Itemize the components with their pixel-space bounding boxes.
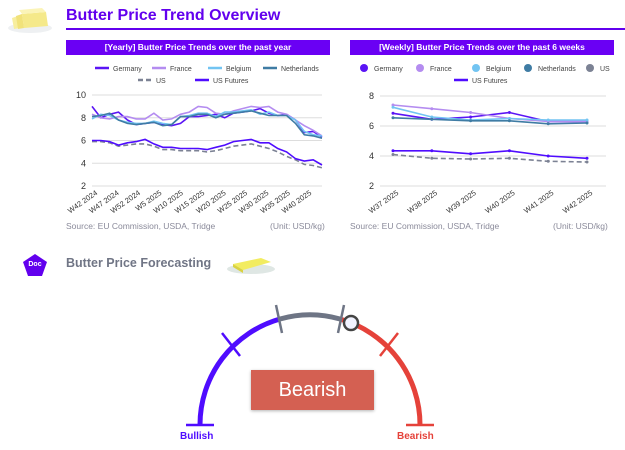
yearly-chart-title: [Yearly] Butter Price Trends over the pa…: [66, 40, 330, 55]
legend-marker: [472, 64, 480, 72]
data-point: [507, 149, 511, 153]
gauge-right-label: Bearish: [397, 431, 434, 442]
x-tick-label: W41 2025: [522, 188, 555, 215]
divider: [66, 28, 625, 30]
series-line-france: [91, 105, 323, 137]
data-point: [585, 156, 589, 160]
y-tick-label: 8: [81, 113, 86, 123]
data-point: [546, 154, 550, 158]
data-point: [430, 107, 434, 111]
legend-label: Germany: [374, 66, 403, 73]
gauge-tick: [379, 332, 399, 357]
legend-label: US Futures: [213, 78, 249, 85]
data-point: [430, 156, 434, 160]
gauge-neutral-arc: [279, 312, 341, 322]
data-point: [546, 118, 550, 122]
yearly-unit: (Unit: USD/kg): [270, 221, 325, 231]
butter-image: [225, 252, 277, 276]
data-point: [507, 111, 511, 114]
forecast-result-label: Bearish: [278, 379, 347, 401]
data-point: [430, 149, 434, 153]
data-point: [469, 157, 473, 161]
y-tick-label: 8: [369, 91, 374, 101]
weekly-chart-title: [Weekly] Butter Price Trends over the pa…: [350, 40, 614, 55]
y-tick-label: 2: [81, 181, 86, 191]
data-point: [391, 116, 395, 120]
data-point: [507, 156, 511, 160]
doc-badge: Doc: [22, 253, 48, 277]
series-line-netherlands: [91, 110, 323, 139]
gauge-tick: [336, 304, 346, 334]
y-tick-label: 6: [81, 136, 86, 146]
legend-label: France: [430, 66, 452, 73]
series-line-france: [392, 104, 587, 123]
legend-label: Germany: [113, 66, 142, 73]
series-line-germany: [91, 105, 323, 138]
legend-label: US: [600, 66, 610, 73]
data-point: [507, 117, 511, 120]
legend-label: Netherlands: [281, 66, 319, 73]
legend-label: Netherlands: [538, 66, 576, 73]
legend-marker: [524, 64, 532, 72]
x-tick-label: W42 2025: [561, 188, 594, 215]
gauge-tick: [274, 304, 284, 334]
series-line-us-futures: [92, 138, 323, 166]
legend-marker: [360, 64, 368, 72]
legend-label: US Futures: [472, 78, 508, 85]
series-line-us-futures: [393, 149, 588, 160]
data-point: [430, 115, 434, 119]
x-tick-label: W38 2025: [406, 188, 439, 215]
data-point: [469, 119, 473, 123]
sentiment-gauge: [186, 304, 434, 427]
data-point: [585, 121, 589, 125]
weekly-source: Source: EU Commission, USDA, Tridge: [350, 221, 500, 231]
legend-label: Belgium: [486, 66, 511, 73]
y-tick-label: 4: [369, 151, 374, 161]
data-point: [469, 115, 473, 119]
gauge-left-label: Bullish: [180, 431, 214, 442]
gauge-tick: [221, 332, 241, 357]
data-point: [585, 160, 589, 164]
data-point: [507, 119, 511, 123]
series-line-netherlands: [392, 117, 588, 125]
y-tick-label: 6: [369, 121, 374, 131]
y-tick-label: 10: [76, 90, 86, 100]
page-title: Butter Price Trend Overview: [66, 7, 281, 24]
y-tick-label: 2: [369, 181, 374, 191]
forecast-title: Butter Price Forecasting: [66, 256, 212, 270]
y-tick-label: 4: [81, 158, 86, 168]
data-point: [391, 105, 395, 109]
data-point: [391, 153, 395, 156]
legend-marker: [586, 64, 594, 72]
forecast-result-box: Bearish: [251, 370, 374, 410]
series-line-belgium: [392, 106, 587, 121]
pentagon-icon: [23, 254, 47, 276]
legend-label: France: [170, 66, 192, 73]
doc-badge-label: Doc: [28, 261, 42, 268]
data-point: [391, 149, 395, 153]
butter-image: [6, 4, 54, 34]
x-tick-label: W37 2025: [367, 188, 400, 215]
x-tick-label: W40 2025: [483, 188, 516, 215]
legend-marker: [416, 64, 424, 72]
data-point: [585, 118, 589, 122]
data-point: [391, 111, 395, 115]
gauge-bullish-arc: [197, 316, 281, 426]
yearly-source: Source: EU Commission, USDA, Tridge: [66, 221, 216, 231]
legend-label: Belgium: [226, 66, 251, 73]
weekly-unit: (Unit: USD/kg): [553, 221, 608, 231]
weekly-chart: 2 4 6 8 Germany France Belgium Netherlands US US …: [360, 64, 610, 215]
x-tick-label: W39 2025: [445, 188, 478, 215]
series-line-us: [392, 153, 588, 163]
yearly-chart: 2 4 6 8 10 Germany France Belgium Netherlands US U…: [66, 66, 323, 215]
series-line-us: [92, 140, 323, 169]
data-point: [469, 111, 473, 114]
data-point: [469, 152, 473, 156]
data-point: [546, 159, 550, 163]
data-point: [391, 103, 395, 107]
gauge-needle-marker: [342, 314, 360, 332]
data-point: [546, 122, 550, 126]
legend-label: US: [156, 78, 166, 85]
data-point: [430, 117, 434, 121]
